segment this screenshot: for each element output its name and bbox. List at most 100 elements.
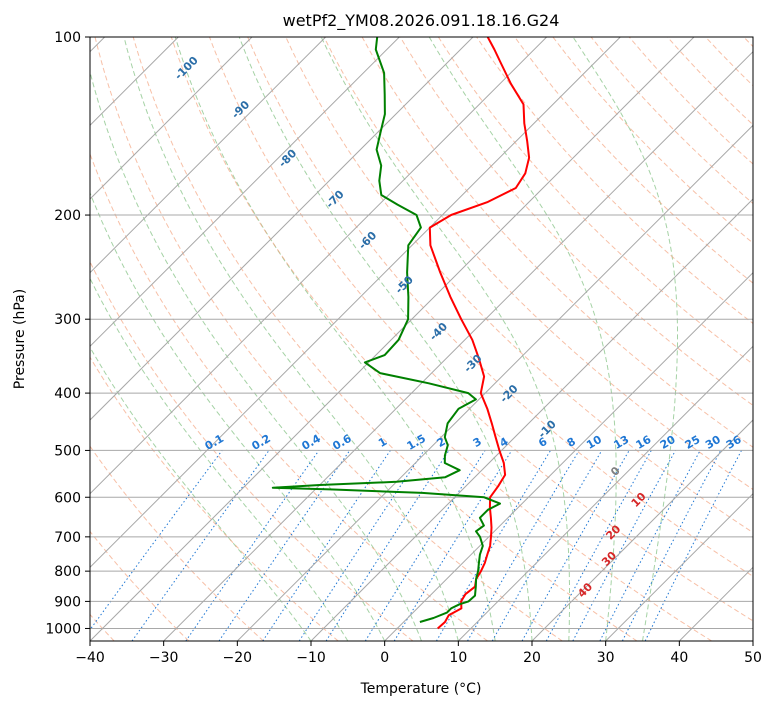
isotherm-line xyxy=(752,640,753,641)
wetbulb-label: -80 xyxy=(276,147,299,170)
dry-adiabat-line xyxy=(285,37,753,534)
dry-adiabat-line xyxy=(90,152,488,641)
chart-title: wetPf2_YM08.2026.091.18.16.G24 xyxy=(283,11,560,31)
isotherm-line xyxy=(384,271,753,641)
isotherm-line xyxy=(236,124,753,641)
isotherm-line xyxy=(163,50,753,641)
dry-adiabat-line xyxy=(667,37,753,126)
mixing-ratio-label: 3 xyxy=(471,435,484,450)
isotherm-line xyxy=(90,37,548,495)
dry-adiabat-line xyxy=(437,37,753,365)
dry-adiabat-line xyxy=(90,445,264,641)
isotherm-line xyxy=(90,37,474,421)
plot-area: 0.1 0.2 0.4 0.6 1 1.5 2 3 4 6 8 10 13 16 20 25 30 36-100-… xyxy=(90,37,753,641)
dry-adiabat-line xyxy=(590,37,753,205)
y-tick-label: 800 xyxy=(54,564,81,580)
mixing-ratio-lines xyxy=(90,450,742,641)
wetbulb-label: -70 xyxy=(323,188,346,211)
wetbulb-label: -40 xyxy=(427,320,450,343)
moist-adiabat-line xyxy=(90,69,422,641)
mixing-ratio-label: 0.4 xyxy=(300,432,324,453)
x-tick-label: 0 xyxy=(380,650,389,666)
dry-adiabat-line xyxy=(90,530,190,641)
moist-adiabat-line xyxy=(90,191,386,641)
mixing-ratio-label: 10 xyxy=(584,433,604,452)
moist-adiabat-line xyxy=(320,37,570,641)
y-tick-label: 600 xyxy=(54,490,81,506)
moist-adiabat-line xyxy=(90,277,349,641)
line-labels: 0.1 0.2 0.4 0.6 1 1.5 2 3 4 6 8 10 13 16 20 25 30 36-100-… xyxy=(172,54,744,601)
moist-adiabat-line xyxy=(174,37,496,641)
mixing-ratio-label: 1 xyxy=(376,435,389,450)
wetbulb-label: -100 xyxy=(172,54,201,83)
isotherm-line xyxy=(90,37,400,348)
moist-adiabat-line xyxy=(90,346,312,641)
mixing-ratio-line xyxy=(621,450,722,641)
x-tick-label: 50 xyxy=(744,650,762,666)
y-tick-label: 700 xyxy=(54,530,81,546)
isotherms xyxy=(90,37,753,641)
dry-adiabat-line xyxy=(743,37,753,48)
mixing-ratio-label: 8 xyxy=(565,435,578,450)
dry-adiabat-line xyxy=(323,37,753,491)
mixing-ratio-line xyxy=(298,450,425,641)
mixing-ratio-line xyxy=(521,450,630,641)
isotherm-line xyxy=(90,37,621,569)
mixing-ratio-label: 25 xyxy=(683,433,703,452)
pressure-gridlines xyxy=(90,37,753,629)
dry-adiabat-line xyxy=(247,37,753,577)
mixing-ratio-label: 30 xyxy=(703,433,723,452)
x-axis-label: Temperature (°C) xyxy=(360,681,482,697)
y-tick-label: 300 xyxy=(54,312,81,328)
dry-adiabat-line xyxy=(90,356,339,641)
x-tick-label: 30 xyxy=(597,650,615,666)
mixing-ratio-line xyxy=(325,450,450,641)
mixing-ratio-label: 1.5 xyxy=(405,432,428,453)
moist-adiabat-line xyxy=(572,37,678,641)
dry-adiabat-line xyxy=(476,37,753,325)
dry-adiabat-line xyxy=(705,37,753,87)
mixing-ratio-label: 0.2 xyxy=(250,432,273,453)
isotherm-line xyxy=(531,419,753,641)
y-tick-label: 900 xyxy=(54,594,81,610)
dry-adiabat-line xyxy=(90,260,414,641)
x-tick-label: −40 xyxy=(75,650,105,666)
mixing-ratio-line xyxy=(572,450,676,641)
plot-frame xyxy=(89,36,754,642)
mixing-ratio-line xyxy=(644,450,742,641)
theta-e-label: 0 xyxy=(608,464,623,479)
dry-adiabat-line xyxy=(399,37,753,407)
isotherm-line xyxy=(310,198,753,641)
dry-adiabat-line xyxy=(552,37,753,244)
y-axis-label: Pressure (hPa) xyxy=(12,289,28,389)
mixing-ratio-line xyxy=(185,450,320,641)
y-tick-label: 400 xyxy=(54,386,81,402)
mixing-ratio-line xyxy=(262,450,391,641)
mixing-ratio-label: 36 xyxy=(724,433,744,452)
x-tick-label: 10 xyxy=(449,650,467,666)
isotherm-line xyxy=(90,37,695,641)
theta-e-label: 30 xyxy=(599,549,619,569)
mixing-ratio-line xyxy=(218,450,351,641)
isotherm-line xyxy=(457,345,753,641)
mixing-ratio-label: 0.6 xyxy=(330,432,354,453)
isotherm-line xyxy=(90,37,327,274)
y-tick-label: 1000 xyxy=(45,621,81,637)
y-axis-ticks: 100 200 300 400 500 600 700 800 900 1000 xyxy=(45,30,90,637)
y-tick-label: 200 xyxy=(54,208,81,224)
isotherm-line xyxy=(678,566,753,641)
dry-adiabats xyxy=(90,37,753,641)
x-tick-label: 40 xyxy=(670,650,688,666)
wetbulb-label: -30 xyxy=(461,352,484,375)
mixing-ratio-line xyxy=(90,450,223,631)
isotherm-line xyxy=(605,492,753,641)
dry-adiabat-line xyxy=(132,37,638,641)
dewpoint-profile-line xyxy=(271,37,501,623)
x-tick-label: −10 xyxy=(296,650,326,666)
theta-e-label: 40 xyxy=(575,580,595,600)
sounding-series xyxy=(271,37,531,630)
moist-adiabat-line xyxy=(123,37,459,641)
x-tick-label: 20 xyxy=(523,650,541,666)
moist-adiabat-line xyxy=(428,37,617,641)
